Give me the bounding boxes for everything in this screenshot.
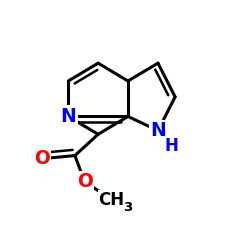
Text: N: N bbox=[150, 121, 166, 140]
Text: O: O bbox=[77, 172, 92, 191]
Text: 3: 3 bbox=[123, 201, 132, 214]
Text: O: O bbox=[34, 149, 50, 168]
Text: H: H bbox=[164, 137, 178, 155]
Text: N: N bbox=[60, 107, 76, 126]
Text: CH: CH bbox=[98, 191, 124, 209]
